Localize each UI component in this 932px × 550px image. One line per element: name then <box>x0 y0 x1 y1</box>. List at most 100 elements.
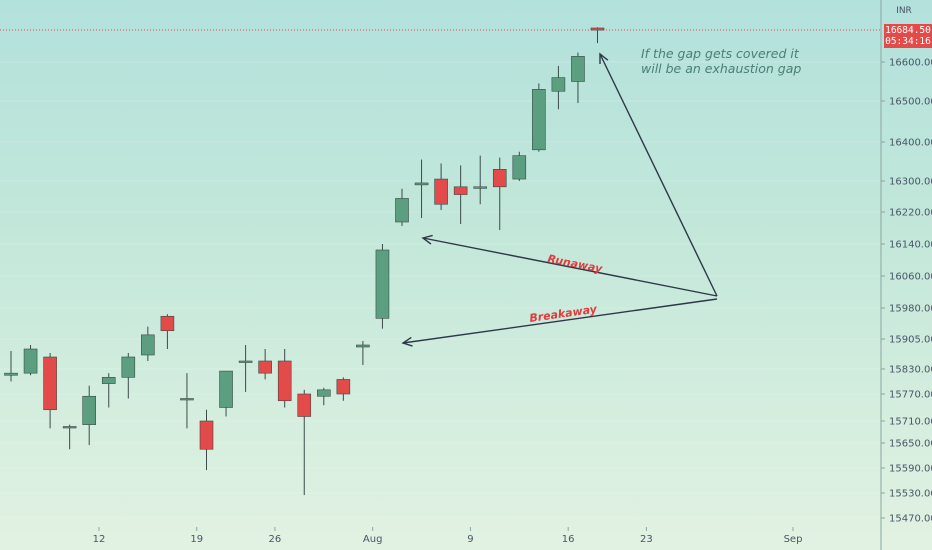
candle <box>551 65 566 110</box>
bar-countdown: 05:34:16 <box>885 36 931 47</box>
candle <box>414 159 429 218</box>
candle <box>590 27 605 44</box>
exhaustion-note-line1: If the gap gets covered it <box>641 46 800 61</box>
candle-body <box>62 426 77 429</box>
candle <box>316 387 331 406</box>
candle <box>356 341 370 365</box>
candle-body <box>414 182 429 186</box>
candle-body <box>551 77 566 92</box>
candle <box>434 163 448 211</box>
y-tick-label: 16300.00 <box>889 177 932 188</box>
y-tick-label: 16140.00 <box>889 240 932 251</box>
candle <box>219 370 233 417</box>
candle <box>297 389 312 496</box>
y-tick-label: 16500.00 <box>889 97 932 108</box>
y-tick-label: 16220.00 <box>889 208 932 219</box>
runaway-arrow <box>421 234 718 297</box>
x-tick-label: 9 <box>467 534 473 545</box>
candle <box>258 349 272 380</box>
candle-body <box>258 360 272 374</box>
y-tick-label: 15710.00 <box>889 417 932 428</box>
candle-body <box>141 334 155 356</box>
breakaway-label: Breakaway <box>529 303 599 325</box>
candle-body <box>277 360 292 402</box>
candle <box>571 52 585 104</box>
currency-label: INR <box>896 6 912 16</box>
candle <box>473 155 488 205</box>
candle <box>512 151 527 181</box>
candle <box>336 377 351 401</box>
y-tick-label: 16600.00 <box>889 58 932 69</box>
candle-body <box>336 379 351 395</box>
candle-body <box>160 315 175 332</box>
candle-body <box>297 393 312 417</box>
y-tick-label: 16060.00 <box>889 272 932 283</box>
last-price-tag: 16684.50 05:34:16 <box>884 24 932 48</box>
candle-body <box>492 169 507 188</box>
exhaustion-note-line2: will be an exhaustion gap <box>641 61 801 76</box>
candle-body <box>238 360 253 363</box>
candlestick-series <box>4 27 605 496</box>
candle-body <box>82 395 96 425</box>
x-tick-label: 19 <box>190 534 203 545</box>
x-tick-label: 23 <box>640 534 653 545</box>
candle-body <box>23 348 38 374</box>
candle-body <box>473 186 488 189</box>
price-axis[interactable]: 15470.00 15530.00 15590.00 15650.00 15710.00… <box>881 58 932 525</box>
candle <box>375 244 390 329</box>
y-tick-label: 15770.00 <box>889 390 932 401</box>
candle-body <box>590 27 605 31</box>
candle <box>492 157 507 230</box>
candle <box>101 373 116 408</box>
candle <box>238 345 253 392</box>
candle <box>43 353 57 429</box>
candle-body <box>101 377 116 384</box>
candle <box>82 385 96 446</box>
candle-body <box>180 398 194 401</box>
candle <box>180 373 194 429</box>
candle-body <box>434 178 448 205</box>
candle-body <box>199 420 214 450</box>
candle-body <box>43 356 57 411</box>
candle <box>199 409 214 471</box>
x-tick-label: Aug <box>363 534 383 545</box>
y-tick-label: 15470.00 <box>889 514 932 525</box>
candle-body <box>395 198 409 223</box>
candle <box>4 351 18 382</box>
y-tick-label: 15590.00 <box>889 464 932 475</box>
candle <box>395 188 409 226</box>
x-tick-label: Sep <box>784 534 803 545</box>
y-tick-label: 15980.00 <box>889 304 932 315</box>
horizontal-grid <box>0 61 880 519</box>
candle <box>121 353 136 399</box>
candle-body <box>356 344 370 348</box>
candle-body <box>4 372 18 376</box>
candle-body <box>121 356 136 378</box>
candle-body <box>532 89 546 151</box>
y-tick-label: 16400.00 <box>889 138 932 149</box>
x-tick-label: 16 <box>562 534 575 545</box>
candle-body <box>571 56 585 82</box>
candle-body <box>453 186 468 195</box>
candle <box>23 345 38 376</box>
candle <box>277 349 292 408</box>
candle-body <box>219 370 233 408</box>
candle-body <box>512 155 527 180</box>
y-tick-label: 15650.00 <box>889 439 932 450</box>
y-tick-label: 15905.00 <box>889 335 932 346</box>
candle-body <box>375 249 390 319</box>
time-axis[interactable]: 12 19 26 Aug 9 16 23 Sep <box>93 527 803 545</box>
runaway-label: Runaway <box>546 252 604 275</box>
annotation-arrows <box>401 52 718 347</box>
y-tick-label: 15830.00 <box>889 365 932 376</box>
candle <box>62 424 77 450</box>
candle <box>141 326 155 361</box>
last-price-value: 16684.50 <box>885 25 931 36</box>
candle <box>453 165 468 224</box>
breakaway-arrow <box>401 298 718 347</box>
candle <box>160 314 175 349</box>
candle <box>532 83 546 152</box>
exhaustion-arrow <box>599 52 718 297</box>
candle-body <box>316 389 331 397</box>
